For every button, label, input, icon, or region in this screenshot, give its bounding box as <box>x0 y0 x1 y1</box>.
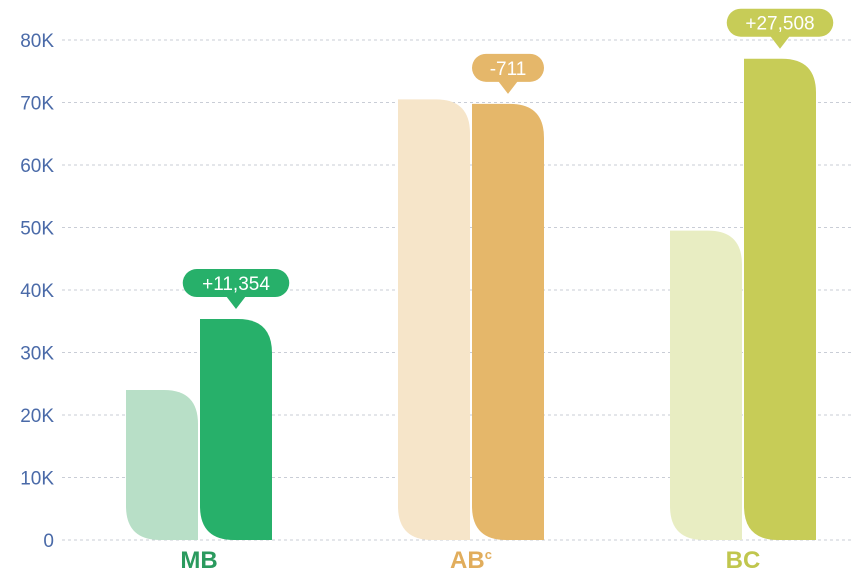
badge-pointer <box>498 80 518 94</box>
bar-bc-current <box>744 58 816 540</box>
y-tick-label: 0 <box>43 531 54 552</box>
x-tick-label-bc: BC <box>726 547 761 574</box>
change-badges: +11,354 -711 +27,508 <box>182 8 834 310</box>
x-axis: MB ABc BC <box>180 547 760 574</box>
bar-bc-previous <box>670 230 742 540</box>
y-tick-label: 60K <box>20 156 54 177</box>
category-name: BC <box>726 547 761 574</box>
badge-pointer <box>770 35 790 49</box>
x-tick-label-ab: ABc <box>450 547 492 574</box>
y-tick-label: 10K <box>20 469 54 490</box>
badge-background <box>472 53 544 82</box>
category-name: AB <box>450 547 485 574</box>
y-tick-label: 70K <box>20 94 54 115</box>
category-superscript: c <box>485 547 492 562</box>
bar-ab-previous <box>398 99 470 540</box>
y-tick-label: 80K <box>20 31 54 52</box>
bars <box>126 58 816 540</box>
bar-mb-previous <box>126 390 198 540</box>
change-label: -711 <box>490 59 527 80</box>
y-tick-label: 20K <box>20 406 54 427</box>
y-tick-label: 40K <box>20 281 54 302</box>
x-tick-label-mb: MB <box>180 547 217 574</box>
y-tick-label: 50K <box>20 219 54 240</box>
y-tick-label: 30K <box>20 344 54 365</box>
y-axis: 0 10K 20K 30K 40K 50K 60K 70K 80K <box>20 31 54 552</box>
badge-background <box>726 8 834 37</box>
change-label: +11,354 <box>202 274 270 295</box>
change-badge-ab: -711 <box>472 53 544 94</box>
change-badge-mb: +11,354 <box>182 269 290 310</box>
bar-mb-current <box>200 319 272 540</box>
badge-background <box>182 269 290 298</box>
change-label: +27,508 <box>745 14 814 35</box>
change-badge-bc: +27,508 <box>726 8 834 49</box>
category-name: MB <box>180 547 217 574</box>
bar-ab-current <box>472 103 544 540</box>
badge-pointer <box>226 296 246 310</box>
